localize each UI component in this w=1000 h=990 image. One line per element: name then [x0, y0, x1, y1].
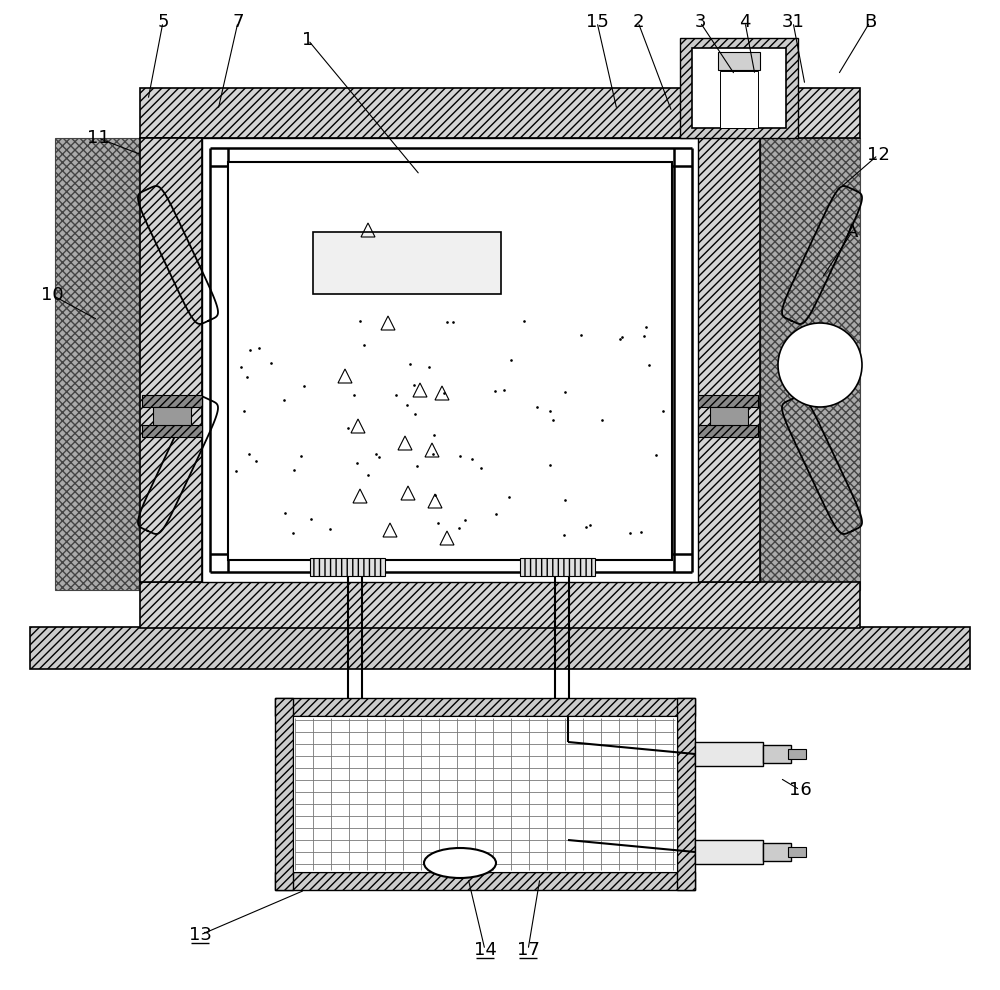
Bar	[228, 162, 672, 560]
Bar	[698, 395, 758, 407]
Bar	[140, 138, 202, 582]
Bar	[698, 138, 760, 582]
Bar	[142, 395, 202, 407]
Text: 13: 13	[189, 926, 211, 944]
Text: 17: 17	[517, 941, 539, 959]
Bar	[788, 749, 806, 759]
Text: 4: 4	[739, 13, 751, 31]
Text: 10: 10	[41, 286, 63, 304]
Bar	[153, 407, 191, 425]
Bar	[695, 742, 763, 766]
Bar	[140, 582, 860, 628]
Bar	[55, 138, 140, 590]
Bar	[140, 88, 860, 138]
Circle shape	[778, 323, 862, 407]
Bar	[202, 138, 698, 582]
Text: 7: 7	[232, 13, 244, 31]
Bar	[763, 745, 791, 763]
Bar	[275, 698, 293, 890]
Bar	[763, 843, 791, 861]
Bar	[520, 558, 595, 576]
Text: B: B	[864, 13, 876, 31]
Bar	[30, 627, 970, 669]
Bar	[720, 71, 758, 128]
Bar	[710, 407, 748, 425]
Text: 2: 2	[632, 13, 644, 31]
Bar	[788, 847, 806, 857]
Text: 31: 31	[782, 13, 804, 31]
Text: 3: 3	[694, 13, 706, 31]
Text: 1: 1	[302, 31, 314, 49]
Text: 16: 16	[789, 781, 811, 799]
Text: 12: 12	[867, 146, 889, 164]
Bar	[310, 558, 385, 576]
Bar	[718, 52, 760, 70]
Bar	[275, 872, 695, 890]
Bar	[677, 698, 695, 890]
Text: 5: 5	[157, 13, 169, 31]
Ellipse shape	[424, 848, 496, 878]
Bar	[695, 840, 763, 864]
Text: 14: 14	[474, 941, 496, 959]
Bar	[313, 232, 501, 294]
Bar	[692, 48, 786, 128]
Bar	[275, 698, 695, 716]
Text: 11: 11	[87, 129, 109, 147]
Text: A: A	[846, 223, 858, 241]
Bar	[698, 425, 758, 437]
Bar	[760, 138, 860, 590]
Text: 15: 15	[586, 13, 608, 31]
Bar	[142, 425, 202, 437]
Bar	[680, 38, 798, 138]
Bar	[293, 716, 677, 872]
